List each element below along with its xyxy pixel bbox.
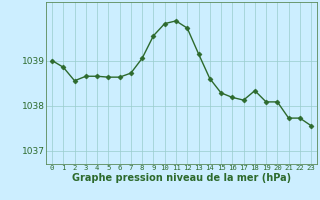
X-axis label: Graphe pression niveau de la mer (hPa): Graphe pression niveau de la mer (hPa) (72, 173, 291, 183)
